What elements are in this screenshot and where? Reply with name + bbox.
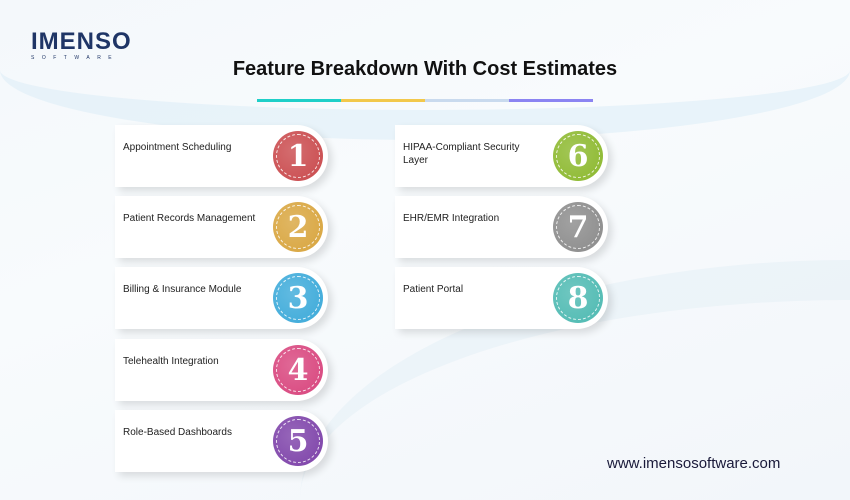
feature-card: Telehealth Integration 4 xyxy=(115,339,328,401)
feature-card: Patient Records Management 2 xyxy=(115,196,328,258)
title-underline-segment xyxy=(257,99,341,102)
feature-number-badge: 2 xyxy=(273,202,323,252)
logo-subtitle: SOFTWARE xyxy=(31,55,120,61)
feature-label: Role-Based Dashboards xyxy=(123,427,232,438)
feature-label: EHR/EMR Integration xyxy=(403,213,500,224)
feature-number-badge: 6 xyxy=(553,131,603,181)
feature-card: Appointment Scheduling 1 xyxy=(115,125,328,187)
feature-card: Patient Portal 8 xyxy=(395,267,608,329)
feature-card: Role-Based Dashboards 5 xyxy=(115,410,328,472)
logo-name: IMENSO xyxy=(31,28,132,55)
page-title: Feature Breakdown With Cost Estimates xyxy=(232,58,618,80)
feature-label: HIPAA-Compliant Security Layer xyxy=(403,142,520,166)
title-underline-segment xyxy=(425,99,509,102)
feature-label: Billing & Insurance Module xyxy=(123,284,242,295)
logo: IMENSO SOFTWARE xyxy=(31,28,132,62)
feature-label: Patient Records Management xyxy=(123,213,256,224)
feature-number-badge: 4 xyxy=(273,345,323,395)
feature-number-badge: 1 xyxy=(273,131,323,181)
feature-card: EHR/EMR Integration 7 xyxy=(395,196,608,258)
feature-label: Patient Portal xyxy=(403,284,464,295)
feature-label: Telehealth Integration xyxy=(123,356,219,367)
feature-number-badge: 8 xyxy=(553,273,603,323)
title-underline-segment xyxy=(509,99,593,102)
feature-card: HIPAA-Compliant Security Layer 6 xyxy=(395,125,608,187)
website-url: www.imensosoftware.com xyxy=(607,455,781,472)
feature-label: Appointment Scheduling xyxy=(123,142,232,153)
feature-number-badge: 3 xyxy=(273,273,323,323)
feature-number-badge: 5 xyxy=(273,416,323,466)
feature-card: Billing & Insurance Module 3 xyxy=(115,267,328,329)
feature-number-badge: 7 xyxy=(553,202,603,252)
title-underline-segment xyxy=(341,99,425,102)
